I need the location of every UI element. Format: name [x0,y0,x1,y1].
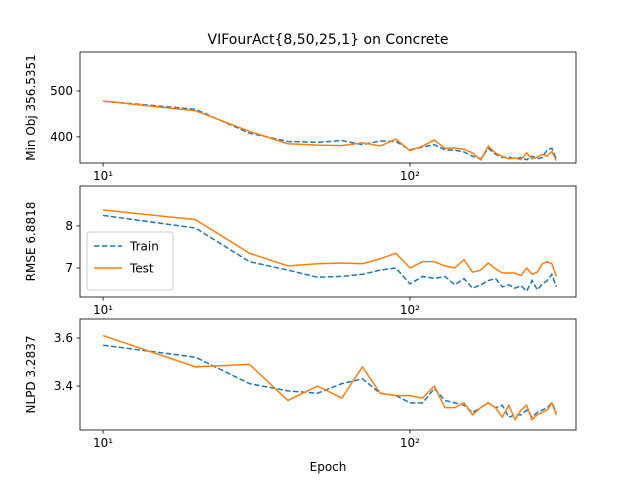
series-line [103,100,558,162]
plot-area [80,52,576,163]
x-axis-label: Epoch [310,460,347,474]
y-axis-label: RMSE 6.8818 [24,202,38,282]
series-line [102,214,558,293]
y-tick-label: 3.6 [54,331,73,345]
plot-area [80,319,576,430]
y-tick-label: 3.4 [54,379,73,393]
x-tick-label: 10¹ [93,436,113,450]
legend: Train Test [86,231,174,291]
legend-label: Train [129,240,159,254]
series-line [102,334,558,422]
series-line [103,209,558,277]
x-tick-label: 10¹ [93,169,113,183]
y-tick-label: 500 [50,84,73,98]
x-tick-label: 10² [400,436,420,450]
series-line [103,100,558,161]
y-axis-label: Min Obj 356.5351 [24,54,38,161]
y-tick-label: 8 [65,219,73,233]
x-tick-label: 10² [400,169,420,183]
y-tick-label: 400 [50,130,73,144]
y-axis-label: NLPD 3.2837 [24,336,38,414]
plot-frame [79,318,577,431]
plot-frame [79,185,577,298]
y-tick-label: 7 [65,261,73,275]
plot-frame [79,51,577,164]
x-tick-label: 10¹ [93,303,113,317]
x-tick-label: 10² [400,303,420,317]
legend-box [86,231,174,291]
chart-title: VIFourAct{8,50,25,1} on Concrete [208,32,449,48]
legend-label: Test [129,262,154,276]
